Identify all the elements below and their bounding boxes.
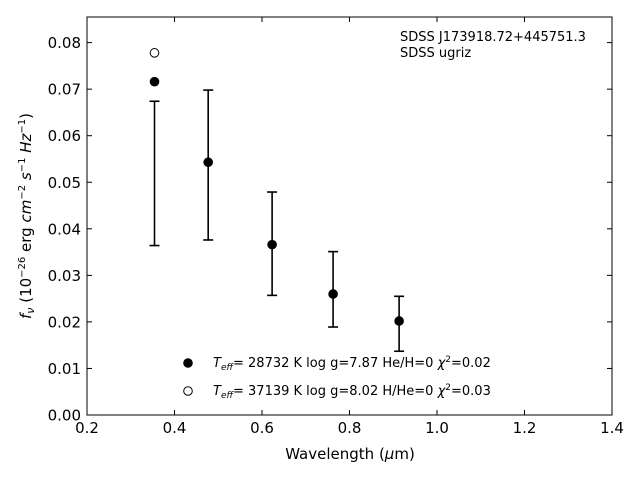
y-axis-ticks: 0.00 0.01 0.02 0.03 0.04 0.05 0.06 0.07 0.08 bbox=[48, 34, 612, 425]
legend-marker-filled bbox=[183, 358, 193, 368]
x-tick-label: 1.0 bbox=[425, 419, 449, 437]
model-point-filled bbox=[203, 157, 213, 168]
y-tick-label: 0.00 bbox=[48, 407, 81, 425]
observed-errorbar bbox=[149, 100, 160, 247]
error-bars bbox=[149, 89, 405, 353]
y-tick-label: 0.03 bbox=[48, 267, 81, 285]
y-tick-label: 0.04 bbox=[48, 220, 81, 238]
x-tick-label: 1.2 bbox=[513, 419, 537, 437]
model-point-filled bbox=[328, 289, 338, 299]
x-tick-label: 1.4 bbox=[600, 419, 624, 437]
annotation-line-2: SDSS ugriz bbox=[400, 46, 471, 61]
legend-entry-2: Teff= 37139 K log g=8.02 H/He=0 χ2=0.03 bbox=[213, 383, 491, 401]
x-tick-label: 0.4 bbox=[163, 419, 187, 437]
y-tick-label: 0.08 bbox=[48, 34, 81, 52]
x-axis-ticks: 0.2 0.4 0.6 0.8 1.0 1.2 1.4 bbox=[75, 17, 624, 437]
model-point-filled bbox=[394, 316, 404, 326]
y-tick-label: 0.07 bbox=[48, 81, 81, 99]
x-tick-label: 0.2 bbox=[75, 419, 99, 437]
y-tick-label: 0.01 bbox=[48, 360, 81, 378]
y-tick-label: 0.06 bbox=[48, 127, 81, 145]
x-tick-label: 0.6 bbox=[250, 419, 274, 437]
annotation-line-1: SDSS J173918.72+445751.3 bbox=[400, 30, 586, 45]
model-point-open bbox=[149, 48, 160, 58]
model-point-filled bbox=[267, 239, 277, 250]
legend: Teff= 28732 K log g=7.87 He/H=0 χ2=0.02 … bbox=[183, 355, 491, 401]
data-points bbox=[149, 48, 404, 326]
y-axis-label: fν (10−26 erg cm−2 s−1 Hz−1) bbox=[17, 113, 37, 319]
y-tick-label: 0.02 bbox=[48, 313, 81, 331]
legend-entry-1: Teff= 28732 K log g=7.87 He/H=0 χ2=0.02 bbox=[213, 355, 491, 373]
y-tick-label: 0.05 bbox=[48, 174, 81, 192]
legend-marker-open bbox=[183, 386, 193, 396]
model-point-filled bbox=[149, 76, 160, 87]
x-axis-label: Wavelength (μm) bbox=[285, 445, 415, 463]
x-tick-label: 0.8 bbox=[338, 419, 362, 437]
